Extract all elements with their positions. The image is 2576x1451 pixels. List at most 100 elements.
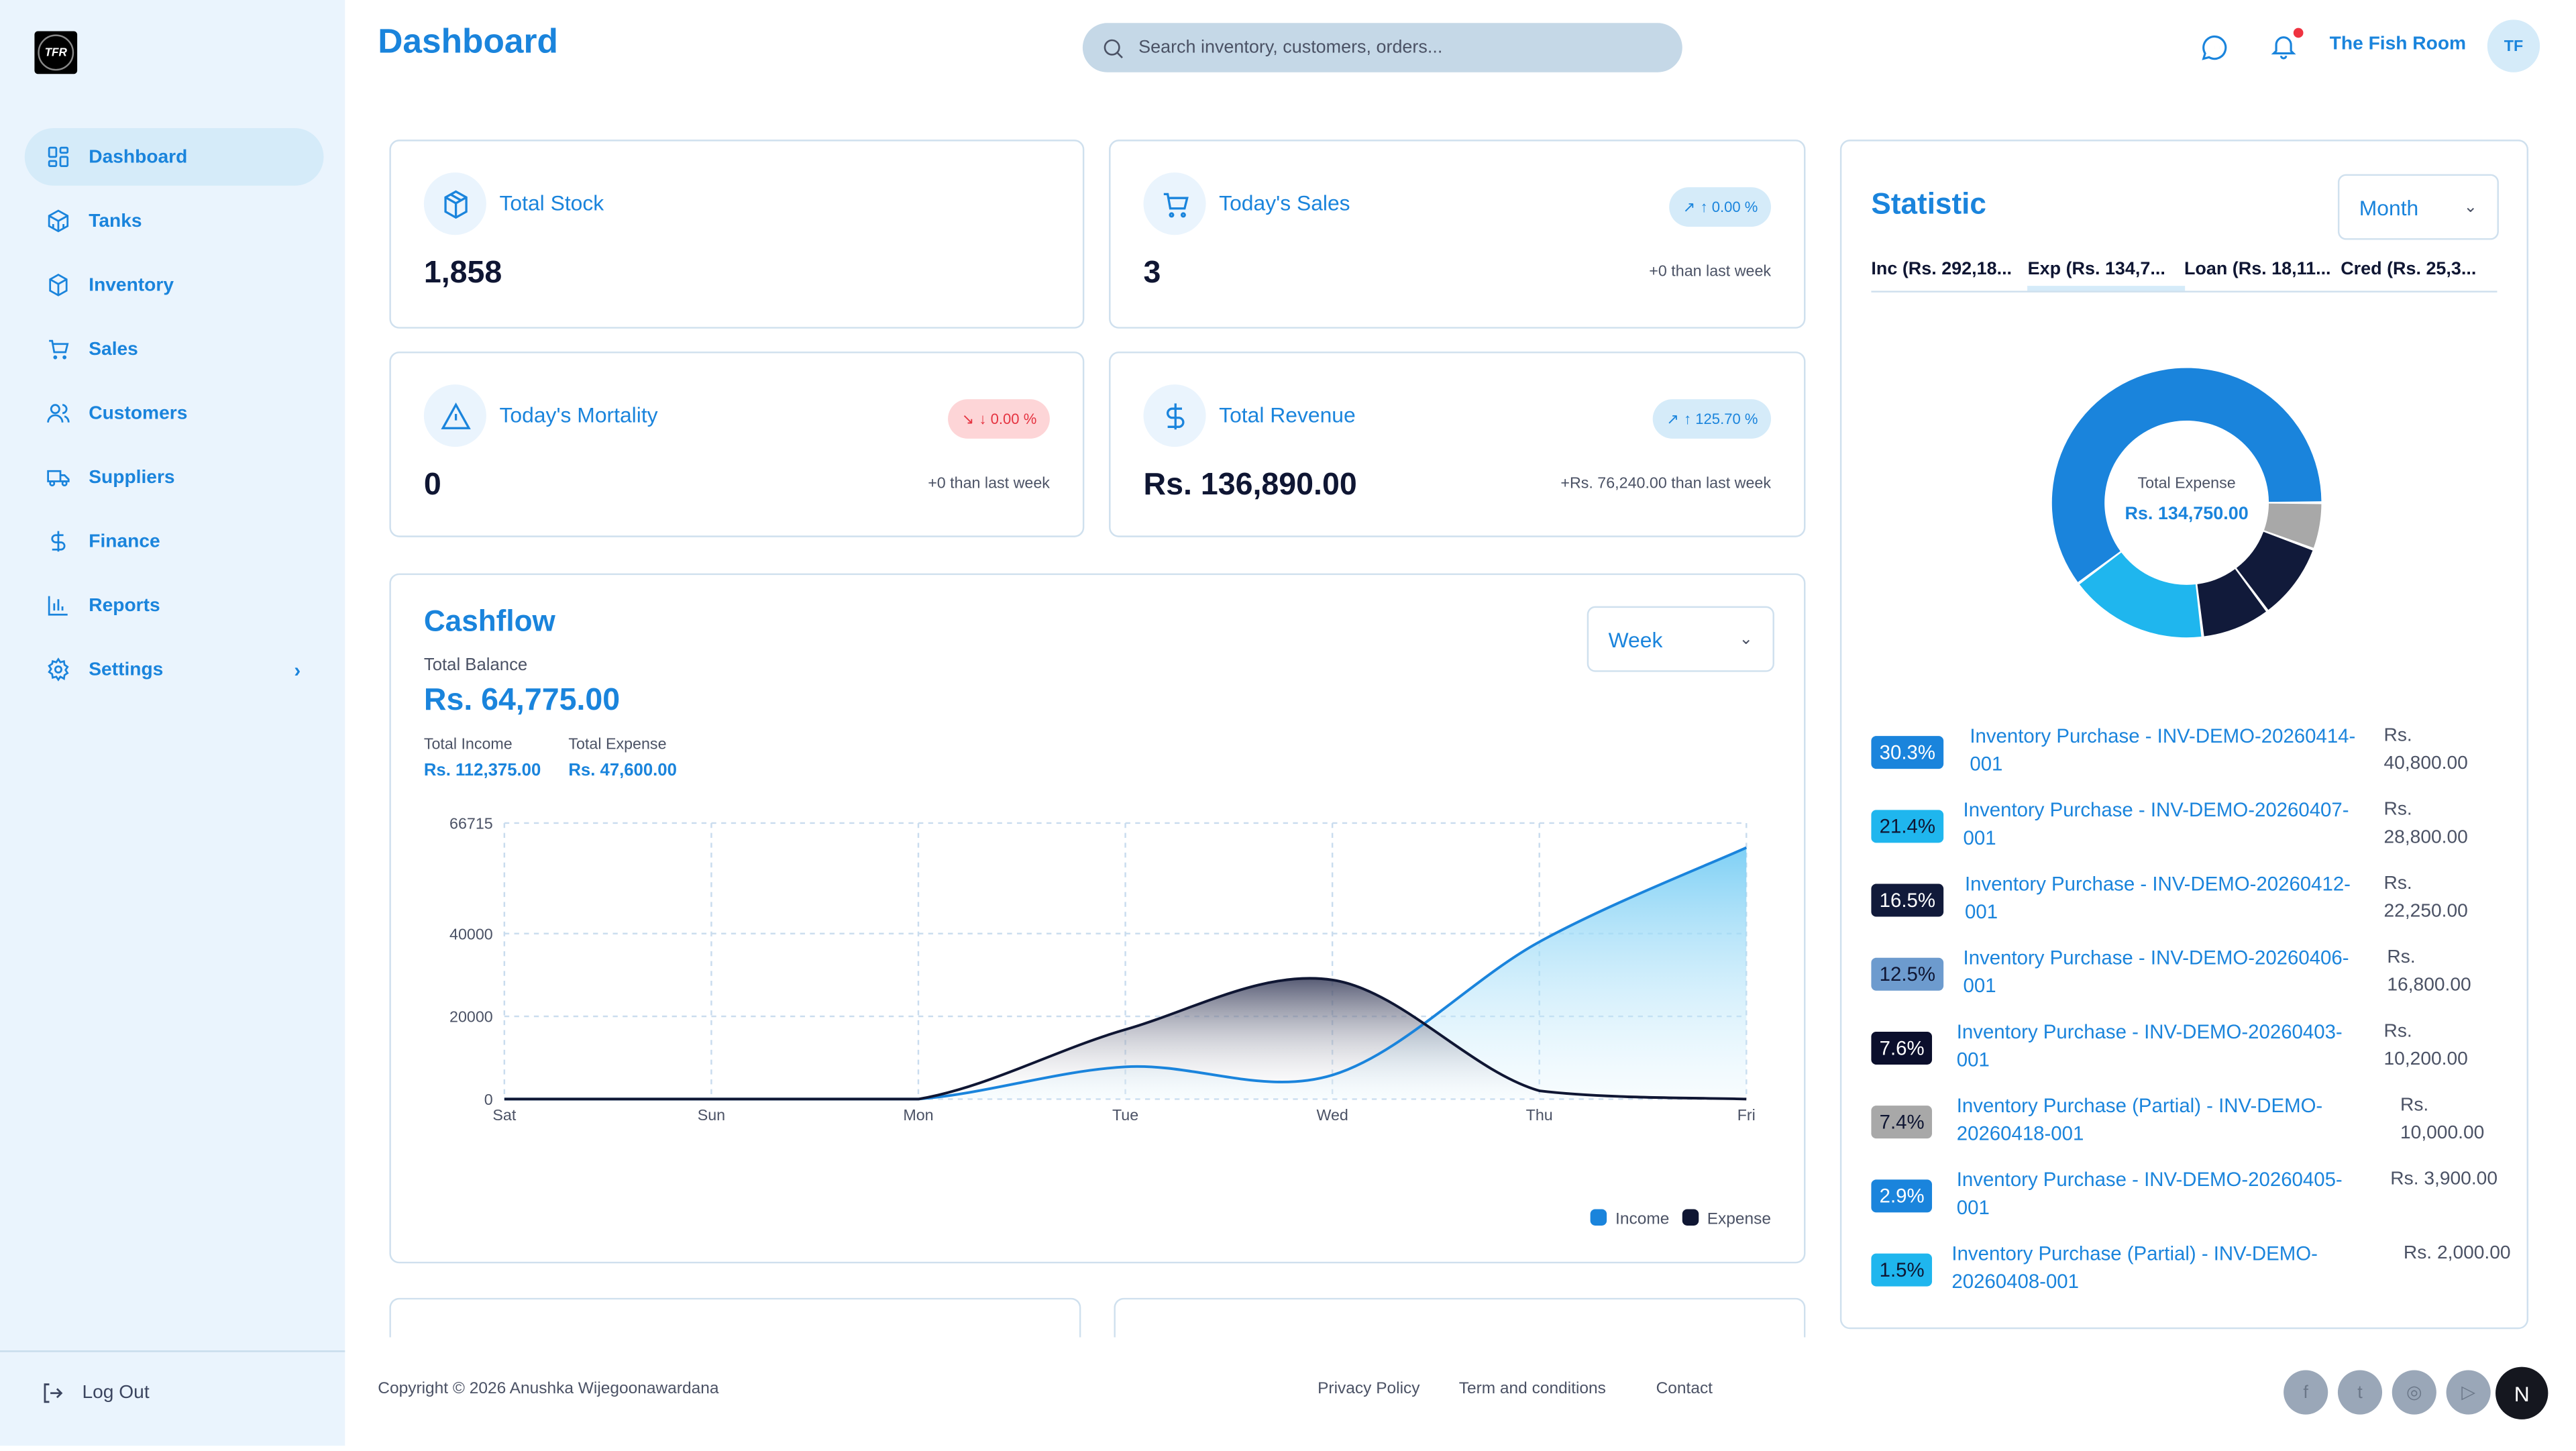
bar-chart-icon [48,596,68,616]
users-icon [47,404,70,423]
user-name[interactable]: The Fish Room [2329,34,2467,54]
expense-value: Rs. 47,600.00 [568,760,677,781]
statistic-card: Statistic Month ⌄ Inc (Rs. 292,18... Exp … [1839,140,2529,1330]
expense-name[interactable]: Inventory Purchase (Partial) - INV-DEMO-… [1956,1094,2323,1145]
expense-list-item[interactable]: 12.5% Inventory Purchase - INV-DEMO-2026… [1871,941,2499,1007]
expense-list-item[interactable]: 21.4% Inventory Purchase - INV-DEMO-2026… [1871,794,2499,859]
chevron-right-icon: › [294,657,301,682]
period-value: Month [2359,195,2419,219]
truck-icon [47,470,70,487]
footer-link-privacy[interactable]: Privacy Policy [1318,1380,1420,1399]
y-tick-label: 20000 [449,1008,493,1026]
percent-badge: 7.4% [1871,1106,1933,1139]
sidebar-item-dashboard[interactable]: Dashboard [24,128,324,186]
trend-badge: ↘ ↓ 0.00 % [949,399,1050,439]
legend-expense[interactable]: Expense [1682,1209,1771,1229]
expense-amount: Rs. 28,800.00 [2383,800,2468,848]
sidebar-item-label: Tanks [89,211,142,231]
donut-slice[interactable] [2079,552,2202,638]
expense-name[interactable]: Inventory Purchase - INV-DEMO-20260403-0… [1956,1020,2343,1071]
logo[interactable]: TFR [34,31,78,74]
instagram-icon[interactable]: ◎ [2392,1370,2436,1415]
expense-name[interactable]: Inventory Purchase - INV-DEMO-20260405-0… [1956,1168,2343,1220]
expense-name[interactable]: Inventory Purchase - INV-DEMO-20260414-0… [1970,724,2356,775]
expense-list-item[interactable]: 1.5% Inventory Purchase (Partial) - INV-… [1871,1237,2511,1303]
expense-list-item[interactable]: 7.4% Inventory Purchase (Partial) - INV-… [1871,1089,2499,1155]
expense-name[interactable]: Inventory Purchase - INV-DEMO-20260412-0… [1965,872,2351,924]
expense-amount: Rs. 16,800.00 [2387,948,2471,996]
youtube-icon[interactable]: ▷ [2446,1370,2491,1415]
donut-value: Rs. 134,750.00 [2125,504,2249,525]
x-tick-label: Sat [492,1106,516,1124]
kpi-label: Total Revenue [1219,402,1356,427]
kpi-value: 0 [423,468,441,503]
sidebar-item-suppliers[interactable]: Suppliers [25,449,324,506]
bell-icon[interactable] [2269,32,2298,61]
tab-credit[interactable]: Cred (Rs. 25,3... [2341,259,2477,280]
facebook-icon[interactable]: f [2284,1370,2328,1415]
statistic-title: Statistic [1871,187,1986,221]
donut-slice[interactable] [2236,531,2313,610]
expense-list-item[interactable]: 7.6% Inventory Purchase - INV-DEMO-20260… [1871,1015,2499,1081]
expense-name[interactable]: Inventory Purchase - INV-DEMO-20260406-0… [1963,946,2349,998]
cashflow-card: Cashflow Week ⌄ Total Balance Rs. 64,775.… [389,573,1806,1264]
kpi-value: 3 [1143,256,1161,291]
logout-button[interactable]: Log Out [40,1380,150,1406]
kpi-label: Total Stock [499,191,604,215]
search-input[interactable] [1138,38,1648,58]
tab-expense[interactable]: Exp (Rs. 134,7... [2027,256,2184,291]
corner-badge[interactable]: N [2496,1366,2548,1419]
sidebar: TFR Dashboard Tanks Inventory Sales Customer… [0,0,345,1446]
sidebar-item-label: Finance [89,531,160,551]
kpi-total-stock: Total Stock 1,858 [389,140,1085,329]
expense-list-item[interactable]: 2.9% Inventory Purchase - INV-DEMO-20260… [1871,1163,2499,1229]
trend-up-icon: ↗ [1666,410,1679,427]
expense-amount: Rs. 40,800.00 [2383,726,2468,774]
box-icon [49,274,68,297]
logout-icon [44,1383,63,1403]
badge-text: ↑ 125.70 % [1684,411,1758,427]
sidebar-item-sales[interactable]: Sales [25,321,324,378]
sidebar-item-label: Sales [89,339,138,360]
sidebar-item-customers[interactable]: Customers [25,384,324,442]
grid-icon [48,146,69,168]
income-label: Total Income [423,736,513,755]
kpi-value: Rs. 136,890.00 [1143,468,1357,503]
chat-icon[interactable] [2200,33,2229,62]
twitter-icon[interactable]: t [2337,1370,2383,1415]
expense-name[interactable]: Inventory Purchase (Partial) - INV-DEMO-… [1951,1242,2318,1293]
percent-badge: 21.4% [1871,810,1944,843]
expense-list-item[interactable]: 30.3% Inventory Purchase - INV-DEMO-2026… [1871,720,2499,786]
footer-link-contact[interactable]: Contact [1656,1380,1713,1399]
x-tick-label: Thu [1526,1106,1553,1124]
search-bar[interactable] [1082,23,1682,72]
sidebar-item-finance[interactable]: Finance [25,513,324,570]
dollar-icon [51,531,66,552]
avatar[interactable]: TF [2487,19,2540,72]
donut-label: Total Expense [2137,474,2236,493]
statistic-period-select[interactable]: Month ⌄ [2337,174,2499,240]
expense-amount: Rs. 10,000.00 [2400,1095,2485,1144]
tab-loan[interactable]: Loan (Rs. 18,11... [2184,259,2331,280]
sidebar-item-tanks[interactable]: Tanks [25,193,324,250]
donut-slice[interactable] [2264,503,2322,548]
sidebar-item-inventory[interactable]: Inventory [25,256,324,314]
period-select[interactable]: Week ⌄ [1587,606,1774,672]
expense-amount: Rs. 10,200.00 [2383,1022,2468,1070]
expense-line[interactable] [504,977,1747,1101]
tab-income[interactable]: Inc (Rs. 292,18... [1871,259,2012,280]
search-icon [1104,38,1123,58]
expense-amount: Rs. 22,250.00 [2383,873,2468,922]
footer-link-terms[interactable]: Term and conditions [1458,1380,1606,1399]
donut-slice[interactable] [2051,368,2322,582]
legend-income[interactable]: Income [1591,1209,1669,1229]
sidebar-item-settings[interactable]: Settings › [25,641,324,698]
expense-list-item[interactable]: 16.5% Inventory Purchase - INV-DEMO-2026… [1871,867,2499,933]
sidebar-item-reports[interactable]: Reports [25,577,324,635]
donut-slice[interactable] [2197,569,2266,637]
logout-label: Log Out [82,1383,150,1403]
expense-donut [2051,368,2322,638]
expense-name[interactable]: Inventory Purchase - INV-DEMO-20260407-0… [1963,798,2349,850]
chevron-down-icon: ⌄ [1739,630,1754,649]
